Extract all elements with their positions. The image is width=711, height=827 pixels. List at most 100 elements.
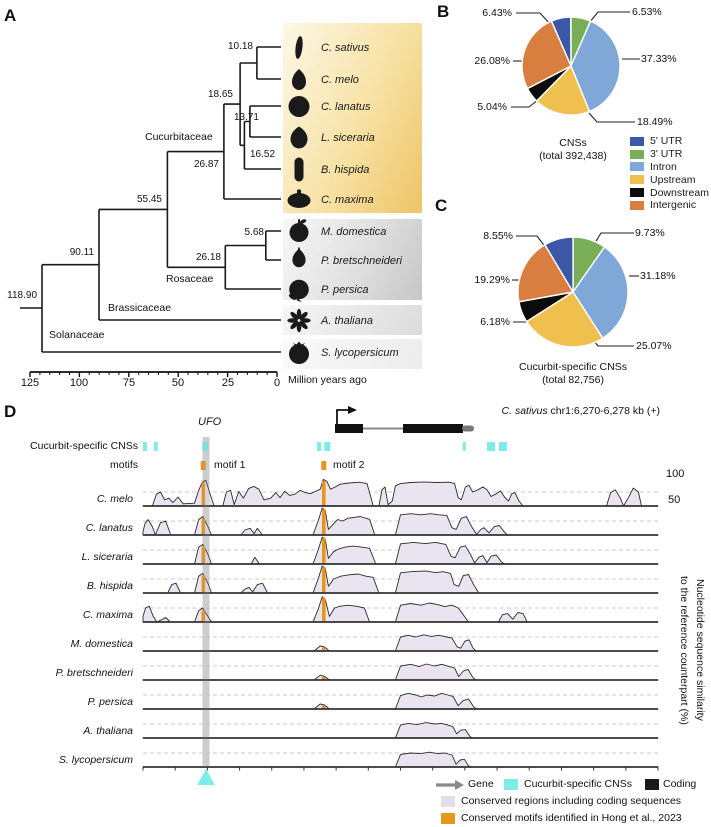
tss-arrow [336, 409, 348, 424]
pie-c-slice-5-utr [543, 236, 574, 295]
cns-mark [153, 442, 158, 451]
legend-label: 3' UTR [650, 148, 683, 161]
track-label: B. hispida [86, 580, 133, 592]
legend-item: Intron [630, 161, 709, 174]
legend-label: Intergenic [650, 199, 697, 212]
cucumber-icon [295, 36, 303, 59]
track-motif-spike [322, 481, 326, 506]
genome-browser [142, 406, 659, 785]
pie-b-pct-downstream: 5.04% [477, 101, 507, 113]
pie-b-pct-5utr: 6.43% [482, 7, 512, 19]
legend-conserved-label: Conserved regions including coding seque… [461, 795, 682, 807]
node-age-16.52: 16.52 [250, 149, 276, 160]
legend-label: Upstream [650, 173, 696, 186]
clade-solanaceae: Solanaceae [49, 329, 105, 341]
yaxis-title-line2: to the reference counterpart (%) [678, 575, 690, 725]
locus-coords: chr1:6,270-6,278 kb (+) [547, 405, 660, 417]
similarity-track-c-melo [142, 478, 659, 507]
similarity-track-l-siceraria [142, 536, 659, 565]
track-motif-spike [201, 546, 206, 564]
species-name: C. sativus [321, 41, 370, 54]
clade-brassicaceae: Brassicaceae [108, 302, 172, 314]
track-label: P. persica [87, 696, 133, 708]
track-label: A. thaliana [83, 725, 133, 737]
gene-model [335, 406, 474, 433]
similarity-track-c-maxima [142, 596, 659, 623]
pie-b-slice-intron [570, 20, 621, 113]
track-label: L. siceraria [81, 551, 133, 563]
highlight-band-overlay [202, 437, 210, 767]
legend-item: 3' UTR [630, 148, 709, 161]
pie-charts [511, 11, 640, 348]
peach-icon [288, 279, 309, 303]
yaxis-50: 50 [668, 494, 681, 506]
legend-cns-swatch [504, 779, 518, 790]
legend-swatch-3utr [630, 149, 644, 159]
clade-rosaceae: Rosaceae [166, 273, 214, 285]
similarity-track-b-hispida [142, 565, 659, 594]
utr-cap [462, 425, 474, 432]
similarity-track-p-persica [142, 692, 659, 710]
pie-b-slice-5-utr [550, 16, 572, 67]
node-age-26.18: 26.18 [195, 252, 221, 263]
track-motif-spike [322, 676, 326, 680]
phylogenetic-tree [20, 46, 281, 377]
species-row: M. domestica [286, 218, 386, 245]
highlight-band [202, 437, 210, 767]
track-motif-spike [322, 647, 326, 651]
wax-gourd-icon [294, 157, 304, 182]
species-row: P. persica [286, 276, 369, 303]
locus-species: C. sativus [501, 405, 548, 417]
track-label: C. maxima [82, 609, 133, 621]
yaxis-title-line1: Nucleotide sequence similarity [694, 579, 706, 721]
species-row: C. lanatus [286, 93, 371, 120]
species-name: B. hispida [321, 163, 370, 176]
track-motif-spike [201, 482, 206, 506]
track-motif-spike [201, 575, 206, 593]
clade-cucurbitaceae: Cucurbitaceae [145, 131, 213, 143]
node-age-10.18: 10.18 [227, 41, 253, 52]
pie-b-pct-3utr: 6.53% [632, 6, 662, 18]
pumpkin-icon [287, 189, 311, 208]
legend-swatch-intergenic [630, 200, 644, 210]
track-label: S. lycopersicum [58, 754, 133, 766]
legend-conserved-swatch [441, 796, 455, 807]
pie-c-pct-intergenic: 19.29% [474, 274, 510, 286]
cns-mark [317, 442, 322, 451]
apple-icon [289, 219, 309, 242]
legend-swatch-5utr [630, 136, 644, 146]
bottle-gourd-icon [290, 126, 308, 149]
node-age-13.71: 13.71 [233, 112, 259, 123]
cns-mark [324, 442, 331, 451]
time-axis-ticks [29, 372, 278, 377]
gene-name-label: UFO [198, 416, 222, 428]
node-age-26.87: 26.87 [193, 159, 219, 170]
legend-item: Upstream [630, 173, 709, 186]
species-row: C. melo [286, 66, 359, 93]
similarity-track-a-thaliana [142, 722, 659, 739]
legend-cns-label: Cucurbit-specific CNSs [524, 778, 632, 790]
track-motif-spike [322, 567, 326, 593]
panel-d-label: D [4, 402, 17, 421]
pie-c-pct-5utr: 8.55% [483, 230, 513, 242]
pie-c-subtitle: (total 82,756) [542, 374, 604, 386]
gene-arrow-icon [436, 780, 464, 790]
pie-c-title: Cucurbit-specific CNSs [519, 361, 627, 373]
similarity-track-m-domestica [142, 634, 659, 652]
node-age-18.65: 18.65 [207, 89, 233, 100]
species-name: C. lanatus [321, 100, 371, 113]
melon-icon [292, 69, 306, 90]
cns-mark [202, 442, 209, 451]
species-row: A. thaliana [286, 307, 373, 334]
pie-b-subtitle: (total 392,438) [539, 150, 607, 162]
species-name: S. lycopersicum [321, 346, 399, 359]
track-motif-spike [201, 518, 206, 535]
pie-b-pct-intron: 37.33% [641, 53, 677, 65]
cns-mark [462, 442, 466, 451]
similarity-track-c-lanatus [142, 507, 659, 536]
exon-1 [335, 424, 363, 433]
species-row: B. hispida [286, 156, 369, 183]
species-row: S. lycopersicum [286, 339, 399, 366]
species-name: P. bretschneideri [321, 254, 403, 267]
